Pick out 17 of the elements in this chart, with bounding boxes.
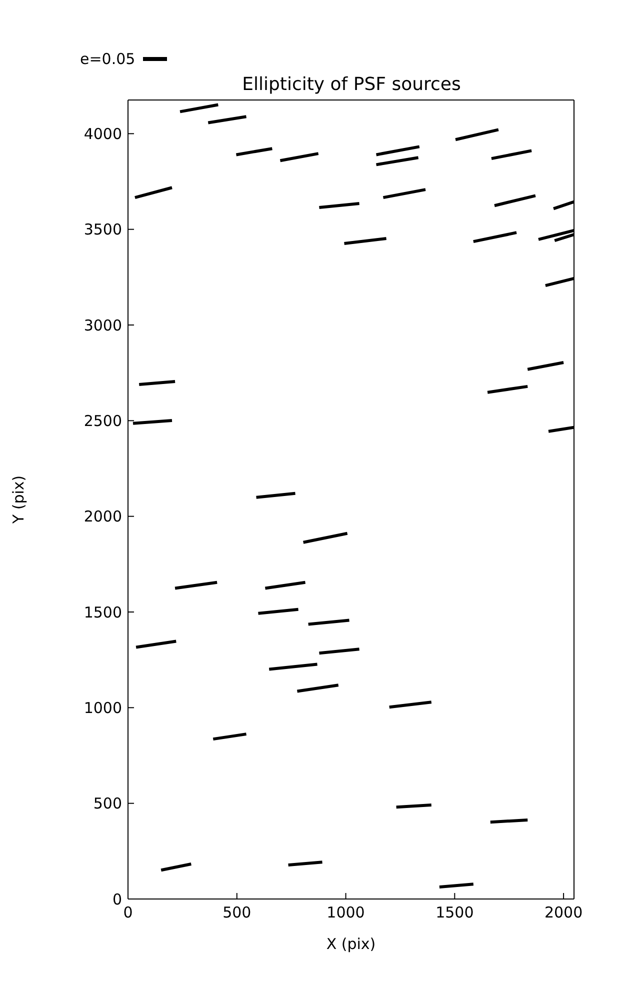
y-tick-label: 3500 <box>84 220 122 239</box>
y-tick-label: 3000 <box>84 316 122 334</box>
x-tick-label: 500 <box>222 904 252 922</box>
x-tick-label: 1500 <box>436 904 474 922</box>
x-tick-label: 2000 <box>544 904 583 922</box>
y-axis-title: Y (pix) <box>9 475 28 525</box>
y-tick-label: 2000 <box>84 508 122 526</box>
y-tick-label: 0 <box>112 890 122 908</box>
x-tick-label: 1000 <box>326 904 365 922</box>
text: e=0.05 <box>80 50 136 68</box>
x-axis-title: X (pix) <box>326 935 376 953</box>
y-tick-label: 500 <box>93 794 122 813</box>
y-tick-label: 1500 <box>84 603 122 622</box>
y-tick-label: 4000 <box>84 125 122 143</box>
y-tick-label: 1000 <box>84 698 122 717</box>
chart-title: Ellipticity of PSF sources <box>241 74 462 95</box>
y-tick-label: 2500 <box>84 412 122 430</box>
